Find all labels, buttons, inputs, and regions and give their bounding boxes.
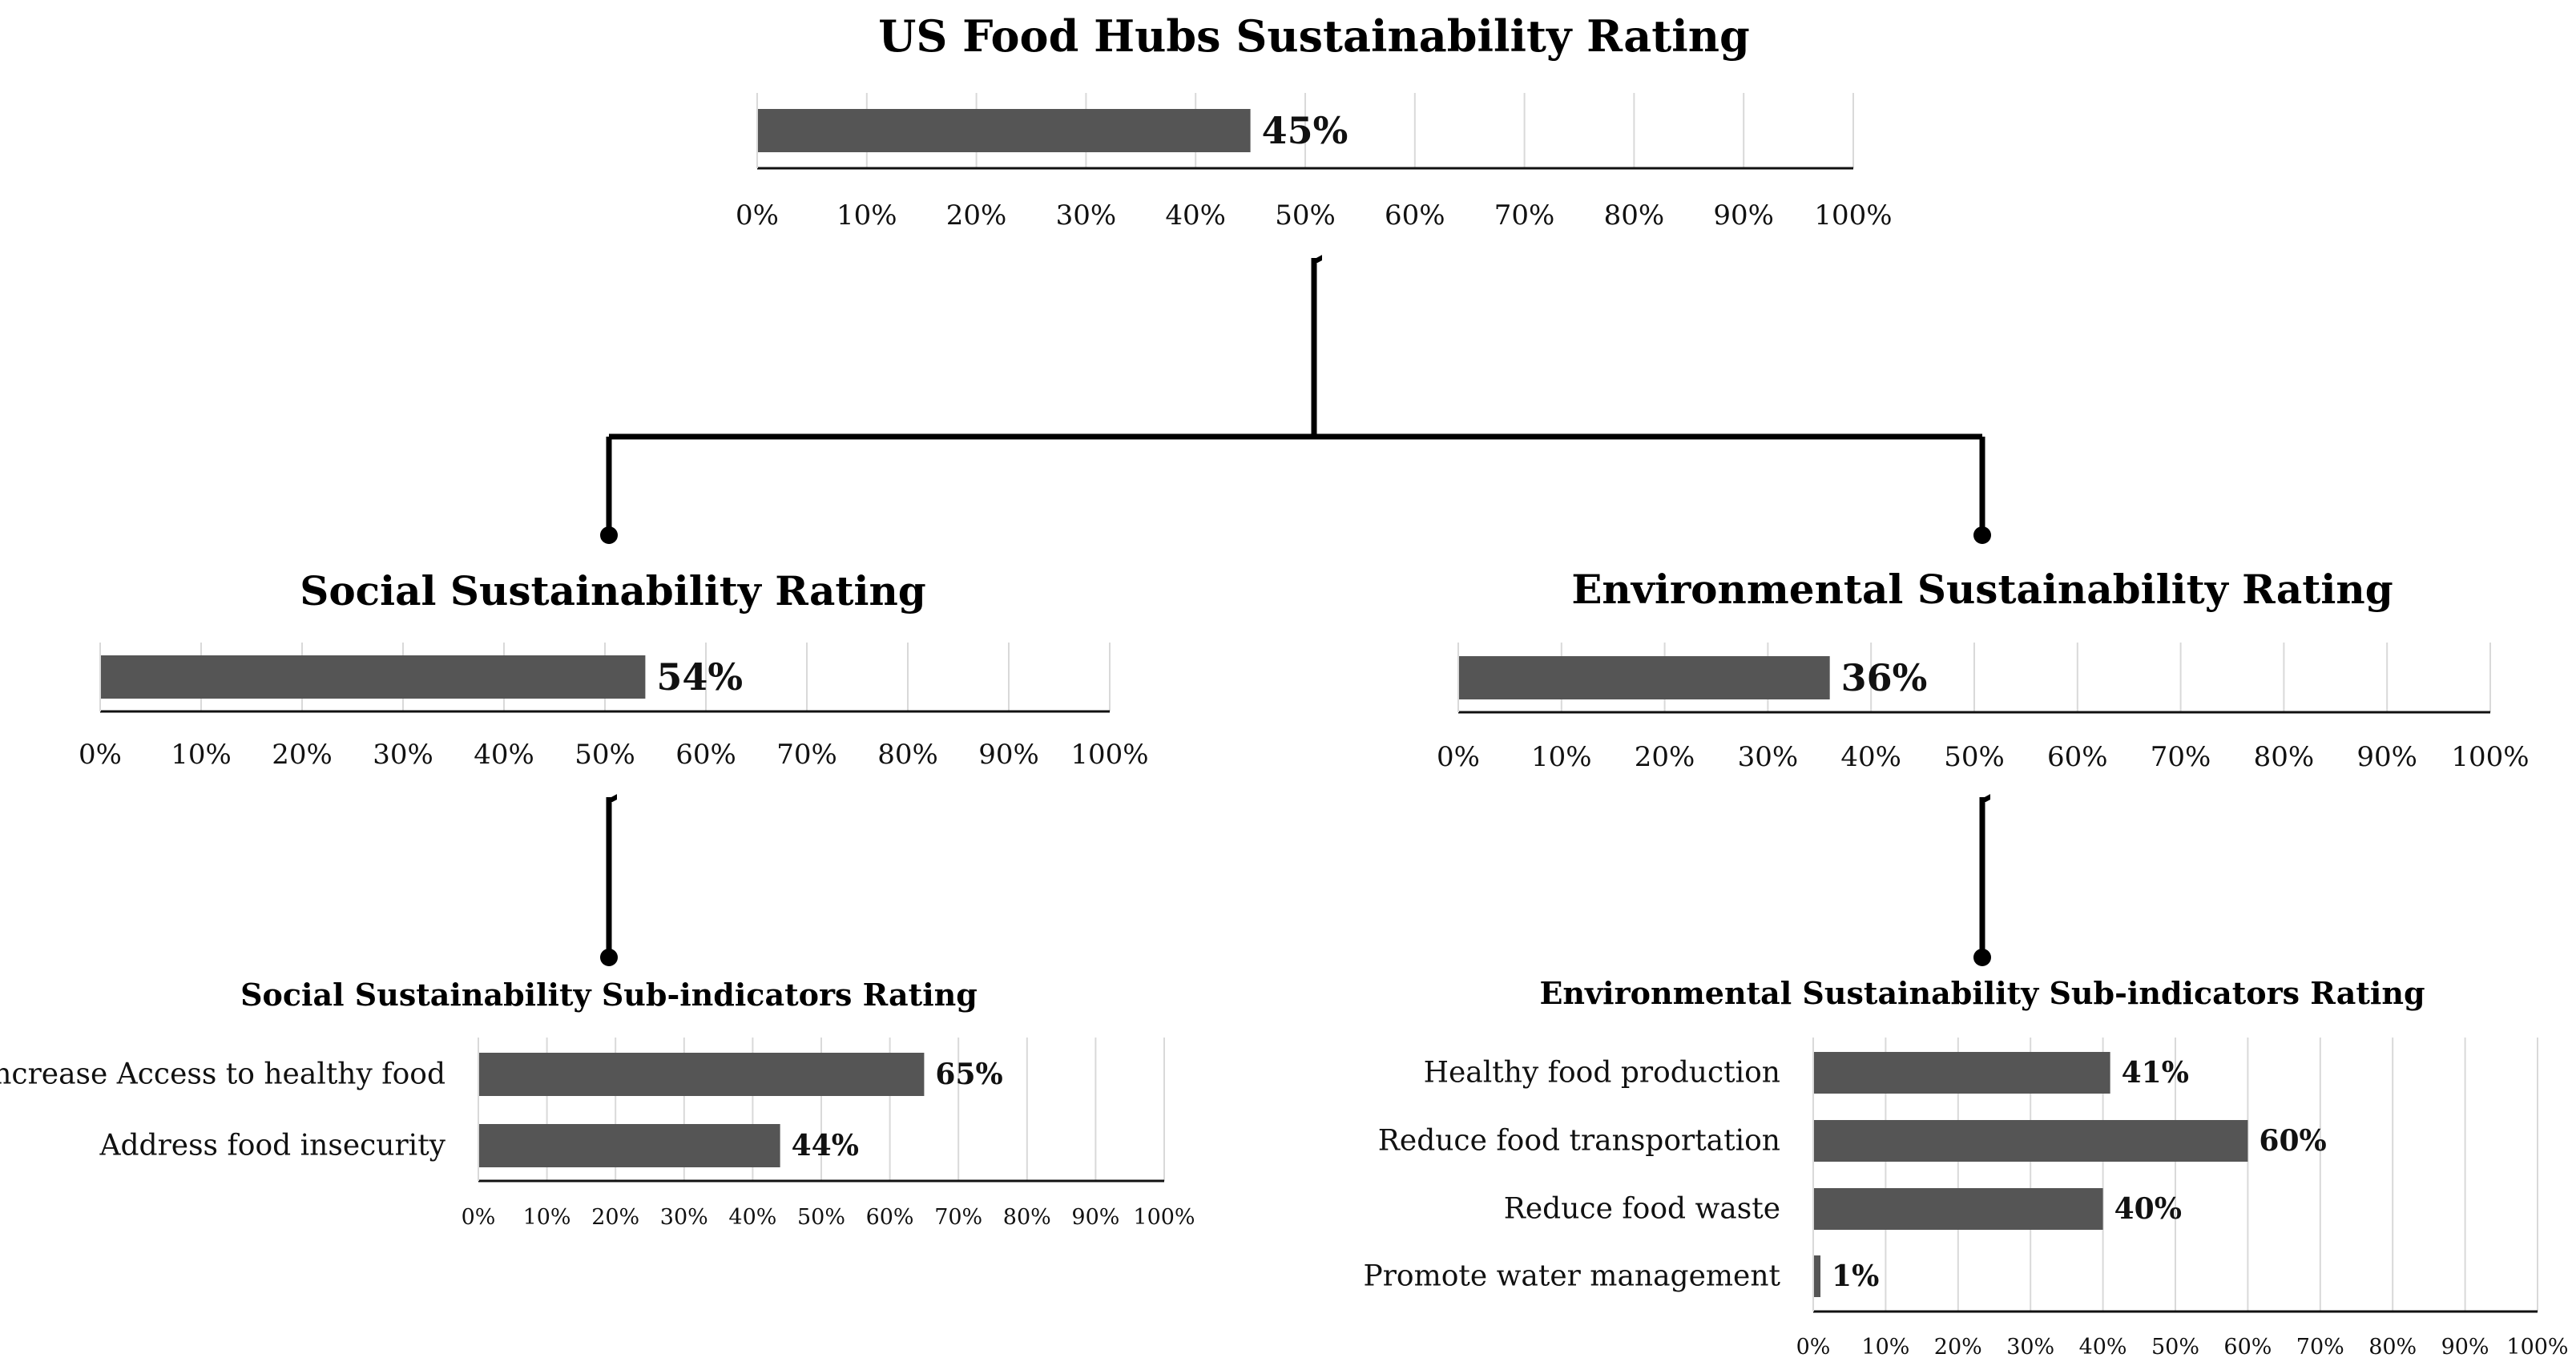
social-sub-tick-label: 10%: [523, 1205, 571, 1230]
social-sub-tick-label: 100%: [1133, 1205, 1195, 1230]
social-sub-tick-label: 0%: [462, 1205, 496, 1230]
social-rating-chart: 54% 0% 10% 20% 30% 40% 50% 60% 70% 80% 90% 100%: [79, 643, 1149, 771]
environmental-sub-tick-label: 90%: [2441, 1335, 2489, 1360]
social-rating-title: Social Sustainability Rating: [300, 567, 926, 614]
environmental-sub-tick-label: 100%: [2506, 1335, 2568, 1360]
environmental-sub-tick-label: 80%: [2368, 1335, 2417, 1360]
environmental-data-label-1: 36%: [1841, 656, 1928, 699]
connector-social-sub-node: [600, 949, 618, 966]
connector-social-node: [600, 526, 618, 544]
main-tick-label: 0%: [736, 199, 779, 232]
social-sub-tick-label: 70%: [934, 1205, 982, 1230]
environmental-sub-category-label-2: Reduce food transportation: [1378, 1125, 1780, 1158]
social-sub-bar-1: [478, 1053, 925, 1096]
hierarchy-connectors: [600, 258, 1991, 966]
environmental-rating-chart: 36% 0% 10% 20% 30% 40% 50% 60% 70% 80% 90% 100%: [1437, 643, 2530, 773]
environmental-tick-label: 20%: [1635, 741, 1695, 773]
environmental-sub-tick-label: 50%: [2151, 1335, 2199, 1360]
social-tick-label: 40%: [474, 739, 534, 771]
social-sub-tick-label: 30%: [660, 1205, 708, 1230]
social-sub-tick-label: 90%: [1071, 1205, 1119, 1230]
connector-environmental-node: [1973, 526, 1991, 544]
environmental-tick-label: 10%: [1531, 741, 1592, 773]
environmental-sub-data-label-3: 40%: [2114, 1192, 2182, 1226]
environmental-tick-label: 30%: [1738, 741, 1799, 773]
main-tick-label: 40%: [1165, 199, 1226, 232]
environmental-tick-label: 100%: [2451, 741, 2529, 773]
social-data-label-1: 54%: [656, 655, 743, 699]
environmental-tick-label: 70%: [2151, 741, 2211, 773]
environmental-sub-bar-3: [1813, 1188, 2103, 1230]
main-tick-label: 30%: [1056, 199, 1117, 232]
main-tick-label: 70%: [1494, 199, 1555, 232]
social-sub-tick-label: 20%: [591, 1205, 639, 1230]
main-bar-1: [757, 109, 1251, 152]
environmental-sub-tick-label: 40%: [2079, 1335, 2127, 1360]
social-sub-data-label-2: 44%: [792, 1129, 859, 1162]
environmental-tick-label: 90%: [2356, 741, 2417, 773]
environmental-sub-tick-label: 60%: [2223, 1335, 2272, 1360]
main-tick-label: 60%: [1385, 199, 1445, 232]
connector-environmental-sub-node: [1973, 949, 1991, 966]
social-sub-category-label-1: Increase Access to healthy food: [0, 1058, 445, 1091]
environmental-sub-tick-label: 0%: [1796, 1335, 1831, 1360]
social-tick-label: 60%: [675, 739, 736, 771]
environmental-sub-bar-4: [1813, 1255, 1821, 1297]
main-rating-title: US Food Hubs Sustainability Rating: [878, 10, 1749, 62]
social-tick-label: 0%: [79, 739, 122, 771]
main-tick-label: 100%: [1814, 199, 1892, 232]
main-tick-label: 80%: [1604, 199, 1665, 232]
environmental-sub-category-label-1: Healthy food production: [1424, 1057, 1780, 1090]
social-sub-data-label-1: 65%: [935, 1058, 1002, 1091]
social-sub-tick-label: 80%: [1003, 1205, 1051, 1230]
environmental-sub-category-label-3: Reduce food waste: [1504, 1193, 1780, 1226]
social-tick-label: 70%: [776, 739, 837, 771]
social-subindicators-title: Social Sustainability Sub-indicators Rat…: [240, 977, 978, 1013]
environmental-tick-label: 0%: [1437, 741, 1480, 773]
environmental-tick-label: 80%: [2254, 741, 2315, 773]
social-sub-tick-label: 60%: [866, 1205, 914, 1230]
environmental-sub-tick-label: 70%: [2296, 1335, 2344, 1360]
environmental-sub-data-label-2: 60%: [2259, 1124, 2326, 1158]
main-tick-label: 90%: [1713, 199, 1774, 232]
social-tick-label: 10%: [171, 739, 232, 771]
environmental-tick-label: 60%: [2047, 741, 2108, 773]
environmental-sub-data-label-4: 1%: [1832, 1259, 1879, 1293]
environmental-rating-title: Environmental Sustainability Rating: [1571, 566, 2393, 613]
environmental-bar-1: [1458, 656, 1830, 699]
social-tick-label: 30%: [373, 739, 433, 771]
social-tick-label: 90%: [978, 739, 1039, 771]
social-subindicators-chart: 65% Increase Access to healthy food 44% Add…: [0, 1038, 1195, 1230]
main-tick-label: 50%: [1275, 199, 1336, 232]
social-tick-label: 20%: [272, 739, 333, 771]
social-sub-category-label-2: Address food insecurity: [99, 1130, 445, 1162]
social-tick-label: 100%: [1070, 739, 1148, 771]
environmental-tick-label: 50%: [1944, 741, 2005, 773]
social-tick-label: 80%: [877, 739, 938, 771]
social-sub-tick-label: 40%: [728, 1205, 776, 1230]
environmental-sub-data-label-1: 41%: [2122, 1056, 2189, 1090]
environmental-subindicators-title: Environmental Sustainability Sub-indicat…: [1539, 975, 2425, 1011]
social-sub-tick-label: 50%: [797, 1205, 845, 1230]
environmental-tick-label: 40%: [1840, 741, 1901, 773]
environmental-sub-tick-label: 10%: [1861, 1335, 1909, 1360]
environmental-subindicators-chart: 41% Healthy food production 60% Reduce food…: [1363, 1038, 2569, 1360]
main-tick-label: 20%: [946, 199, 1007, 232]
environmental-sub-bar-2: [1813, 1120, 2248, 1162]
social-bar-1: [100, 655, 646, 699]
environmental-sub-tick-label: 30%: [2006, 1335, 2054, 1360]
environmental-sub-category-label-4: Promote water management: [1363, 1260, 1780, 1293]
environmental-sub-tick-label: 20%: [1934, 1335, 1982, 1360]
main-data-label-1: 45%: [1262, 109, 1348, 152]
environmental-sub-bar-1: [1813, 1052, 2110, 1094]
main-tick-label: 10%: [836, 199, 897, 232]
social-tick-label: 50%: [574, 739, 635, 771]
social-sub-bar-2: [478, 1124, 780, 1167]
main-rating-chart: 45% 0% 10% 20% 30% 40% 50% 60% 70% 80% 90% 100%: [736, 93, 1893, 232]
